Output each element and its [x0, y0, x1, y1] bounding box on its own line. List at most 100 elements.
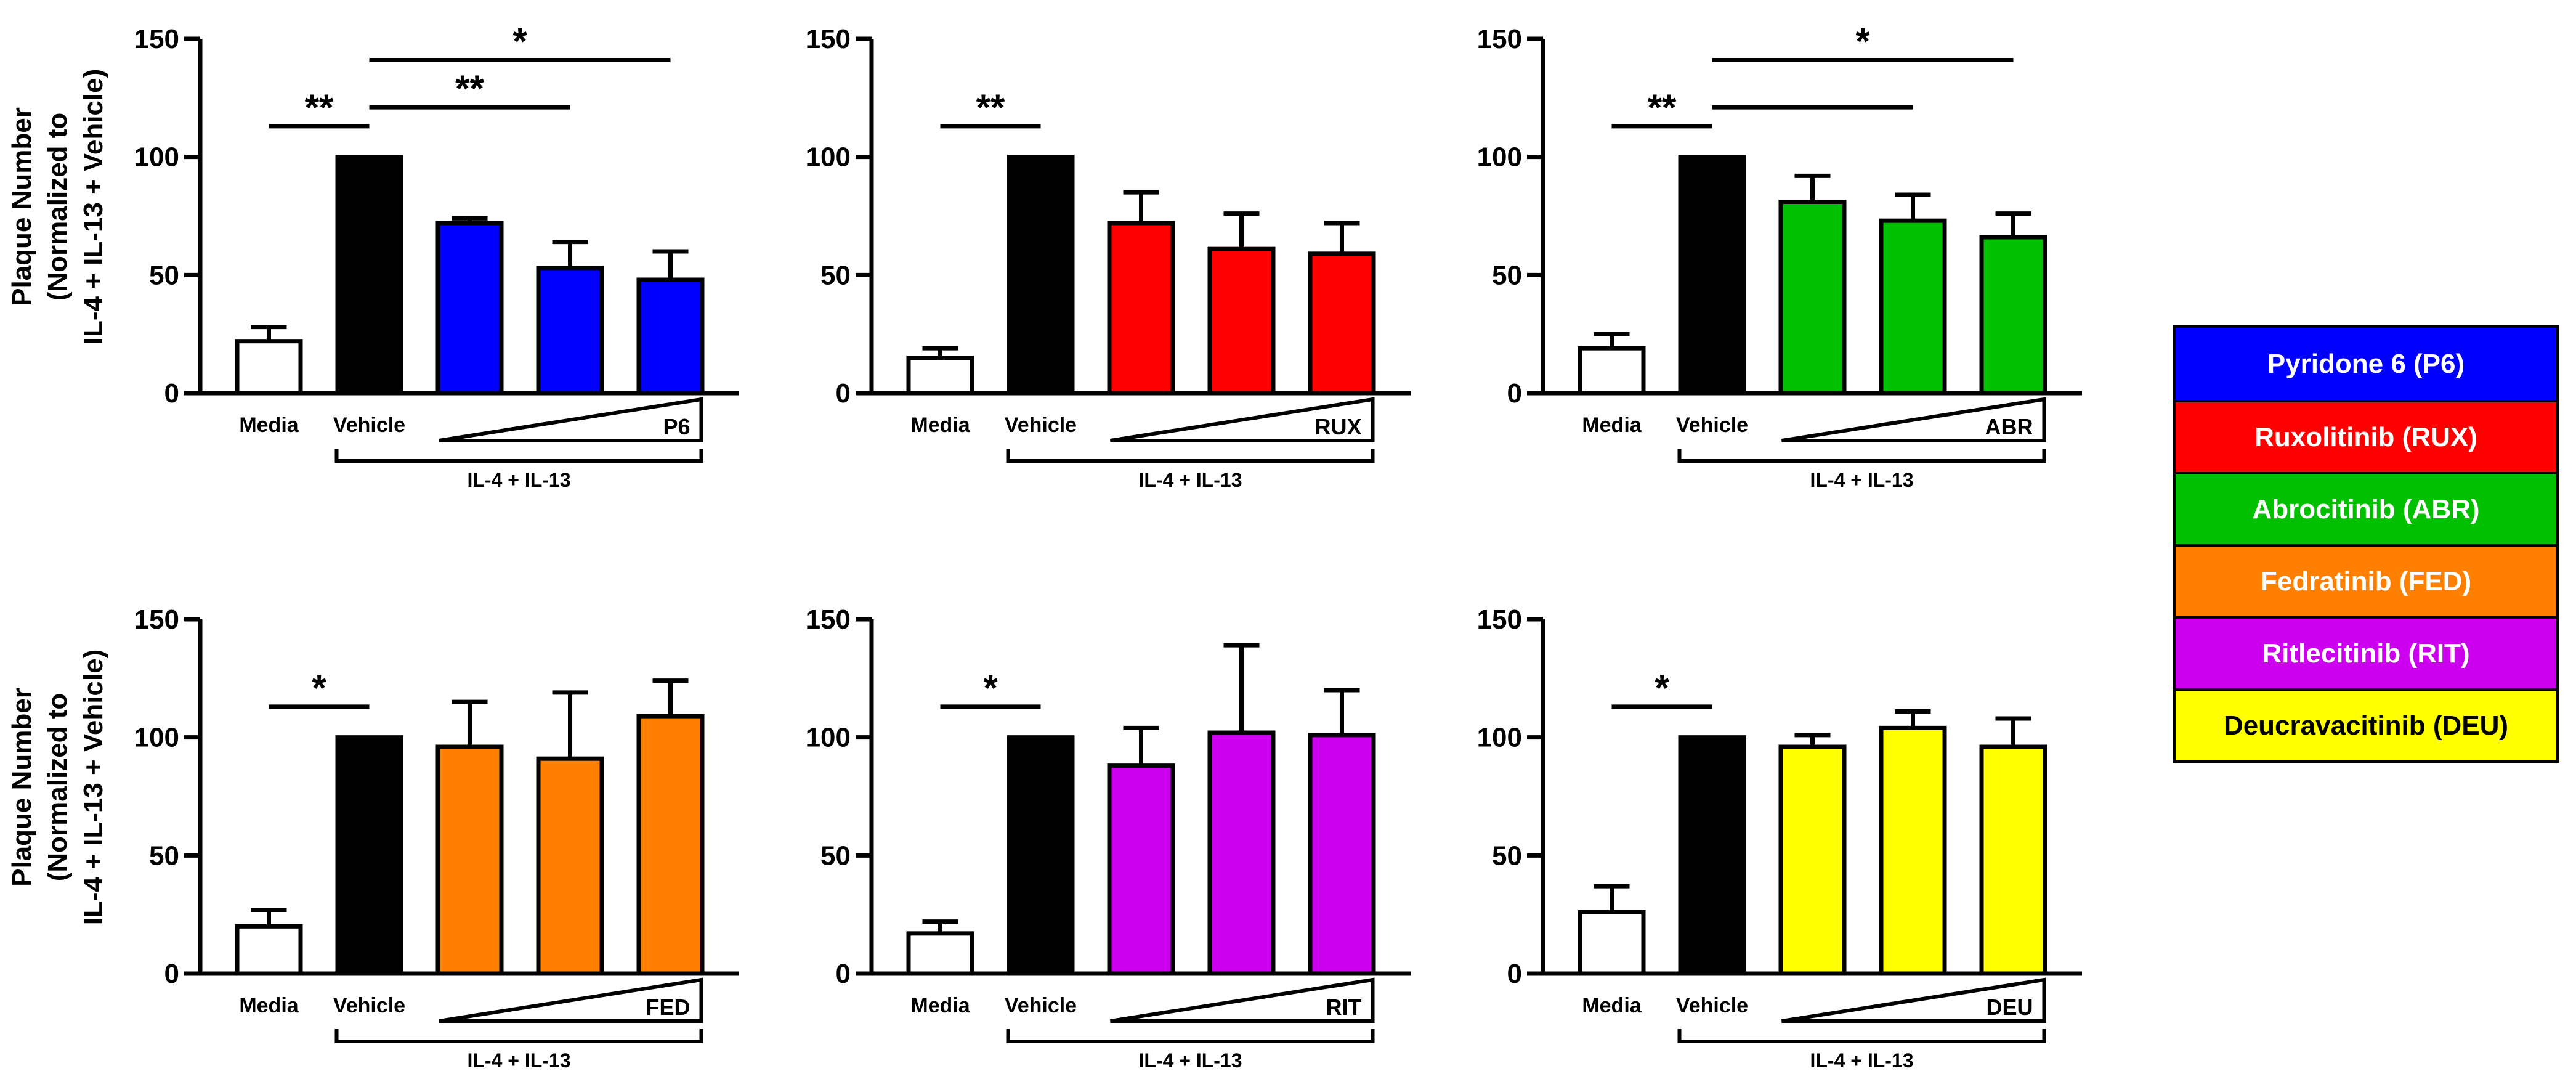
- y-tick-label: 100: [1477, 723, 1522, 753]
- significance-label: **: [305, 87, 334, 128]
- bar-media: [235, 339, 303, 396]
- y-tick-label: 0: [1507, 378, 1522, 409]
- legend-label: Ruxolitinib (RUX): [2254, 421, 2477, 452]
- bar-media: [906, 356, 974, 396]
- group-bracket: [334, 1029, 703, 1043]
- legend: Pyridone 6 (P6) Ruxolitinib (RUX) Abroci…: [2173, 325, 2559, 763]
- y-tick-label: 50: [149, 841, 179, 871]
- y-tick-label: 150: [134, 605, 179, 635]
- x-label-media: Media: [239, 994, 299, 1017]
- bar-vehicle: [1007, 155, 1075, 396]
- y-tick-label: 150: [806, 605, 851, 635]
- legend-item-p6: Pyridone 6 (P6): [2176, 328, 2556, 400]
- x-label-media: Media: [1582, 994, 1642, 1017]
- x-label-vehicle: Vehicle: [1676, 994, 1748, 1017]
- significance-label: **: [455, 68, 484, 109]
- x-label-media: Media: [239, 413, 299, 437]
- y-tick-label: 0: [1507, 959, 1522, 989]
- y-tick-label: 150: [1477, 605, 1522, 635]
- bar-rux-mid: [1207, 246, 1276, 396]
- bar-rux-high: [1308, 251, 1376, 396]
- group-label: IL-4 + IL-13: [467, 469, 570, 491]
- dose-label: RUX: [1314, 414, 1361, 439]
- bar-fed-low: [435, 744, 504, 976]
- group-label: IL-4 + IL-13: [467, 1049, 570, 1072]
- bar-deu-high: [1979, 744, 2047, 976]
- bar-p6-low: [435, 221, 504, 396]
- dose-wedge: [439, 397, 703, 442]
- bar-deu-low: [1778, 744, 1847, 976]
- y-tick-label: 150: [1477, 24, 1522, 54]
- bar-rit-low: [1107, 763, 1175, 976]
- bar-abr-low: [1778, 200, 1847, 396]
- bar-p6-mid: [536, 266, 604, 396]
- legend-label: Deucravacitinib (DEU): [2223, 710, 2509, 741]
- x-label-vehicle: Vehicle: [333, 994, 405, 1017]
- y-tick-label: 100: [134, 723, 179, 753]
- dose-label: FED: [646, 995, 691, 1020]
- bar-fed-high: [636, 714, 705, 976]
- dose-label: RIT: [1326, 995, 1362, 1020]
- x-label-media: Media: [910, 413, 970, 437]
- bar-vehicle: [1678, 155, 1746, 396]
- group-label: IL-4 + IL-13: [1138, 1049, 1242, 1072]
- dose-wedge: [1110, 397, 1375, 442]
- bar-vehicle: [335, 735, 403, 976]
- y-tick-label: 0: [164, 959, 179, 989]
- bar-vehicle: [1007, 735, 1075, 976]
- x-label-media: Media: [910, 994, 970, 1017]
- significance-label: *: [1855, 21, 1870, 62]
- y-tick-label: 100: [134, 142, 179, 173]
- y-tick-label: 100: [806, 142, 851, 173]
- bar-rux-low: [1107, 221, 1175, 396]
- group-bracket: [1677, 449, 2046, 463]
- x-label-vehicle: Vehicle: [1676, 413, 1748, 437]
- bar-deu-mid: [1879, 725, 1947, 976]
- x-label-vehicle: Vehicle: [1005, 994, 1077, 1017]
- y-tick-label: 50: [1492, 841, 1522, 871]
- y-tick-label: 50: [149, 260, 179, 290]
- significance-label: **: [976, 87, 1005, 128]
- x-label-media: Media: [1582, 413, 1642, 437]
- chart-panel-deu: 0 50 100 150 Media Vehicle DEU IL-4 + IL-13 *: [1477, 605, 2082, 1072]
- bar-fed-mid: [536, 756, 604, 976]
- dose-label: P6: [663, 414, 690, 439]
- y-tick-label: 100: [806, 723, 851, 753]
- dose-wedge: [1110, 977, 1375, 1023]
- bar-abr-high: [1979, 235, 2047, 396]
- legend-item-rux: Ruxolitinib (RUX): [2176, 400, 2556, 472]
- dose-label: DEU: [1986, 995, 2033, 1020]
- y-axis-title-line: (Normalized to: [43, 693, 73, 882]
- chart-panel-rux: 0 50 100 150 Media Vehicle RUX IL-4 + IL-13 **: [806, 24, 1411, 491]
- y-tick-label: 150: [134, 24, 179, 54]
- dose-wedge: [439, 977, 703, 1023]
- group-bracket: [1006, 1029, 1375, 1043]
- legend-item-deu: Deucravacitinib (DEU): [2176, 688, 2556, 760]
- legend-label: Ritlecitinib (RIT): [2262, 638, 2470, 669]
- legend-label: Abrocitinib (ABR): [2252, 494, 2480, 524]
- y-tick-label: 150: [806, 24, 851, 54]
- y-axis-title-line: (Normalized to: [43, 113, 73, 301]
- bar-rit-mid: [1207, 730, 1276, 976]
- bar-media: [1578, 346, 1646, 396]
- legend-item-abr: Abrocitinib (ABR): [2176, 472, 2556, 544]
- significance-label: *: [1655, 667, 1669, 709]
- group-bracket: [1006, 449, 1375, 463]
- y-tick-label: 50: [820, 260, 851, 290]
- chart-panel-rit: 0 50 100 150 Media Vehicle RIT IL-4 + IL-13 *: [806, 605, 1411, 1072]
- group-label: IL-4 + IL-13: [1810, 469, 1913, 491]
- significance-label: *: [983, 667, 998, 709]
- bar-p6-high: [636, 277, 705, 396]
- legend-item-fed: Fedratinib (FED): [2176, 544, 2556, 616]
- significance-label: *: [512, 21, 527, 62]
- y-tick-label: 100: [1477, 142, 1522, 173]
- y-axis-title-line: IL-4 + IL-13 + Vehicle): [78, 69, 108, 345]
- y-tick-label: 0: [836, 959, 851, 989]
- y-tick-label: 50: [1492, 260, 1522, 290]
- y-tick-label: 0: [836, 378, 851, 409]
- y-axis-title-line: Plaque Number: [7, 688, 37, 887]
- x-label-vehicle: Vehicle: [1005, 413, 1077, 437]
